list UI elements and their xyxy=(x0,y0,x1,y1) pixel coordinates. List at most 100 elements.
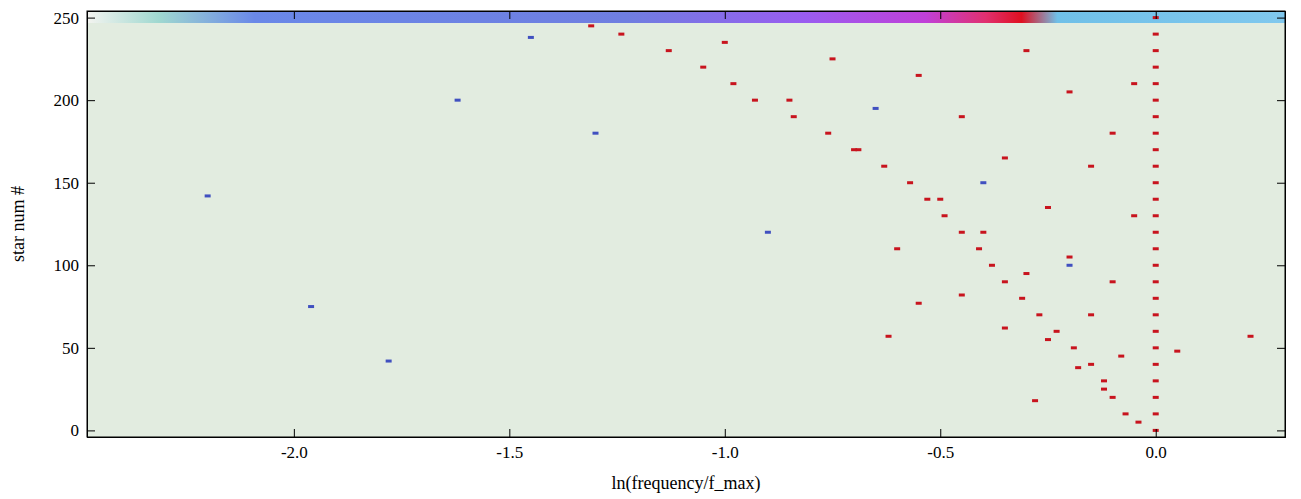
tick-mark xyxy=(1277,348,1285,349)
tick xyxy=(1277,18,1285,19)
point xyxy=(786,99,792,102)
point xyxy=(1153,82,1159,85)
tick-mark xyxy=(1277,183,1285,184)
point xyxy=(1019,297,1025,300)
x-axis: -2.0 -1.5 -1.0 -0.5 0.0 xyxy=(88,429,1286,462)
point xyxy=(1153,396,1159,399)
point xyxy=(916,74,922,77)
point xyxy=(916,302,922,305)
color-strip xyxy=(87,11,1285,23)
tick-mark xyxy=(725,429,726,437)
point xyxy=(1023,272,1029,275)
point xyxy=(588,24,594,27)
point xyxy=(851,148,857,151)
tick-label: 0 xyxy=(71,421,80,440)
point xyxy=(1002,327,1008,330)
point xyxy=(1088,363,1094,366)
tick-mark xyxy=(1277,100,1285,101)
point xyxy=(1045,338,1051,341)
point xyxy=(1088,313,1094,316)
point xyxy=(593,132,599,135)
point xyxy=(700,66,706,69)
point xyxy=(1153,264,1159,267)
series xyxy=(1153,16,1159,432)
point xyxy=(1131,214,1137,217)
point xyxy=(1153,198,1159,201)
point xyxy=(1036,313,1042,316)
point xyxy=(1067,264,1073,267)
point xyxy=(1153,280,1159,283)
point xyxy=(924,198,930,201)
tick: -2.0 xyxy=(281,429,308,462)
tick-mark xyxy=(87,183,95,184)
point xyxy=(1153,214,1159,217)
point xyxy=(1131,82,1137,85)
point xyxy=(1153,313,1159,316)
plot: -2.0-1.5-1.0-0.50.0050100150200250 xyxy=(54,9,1286,463)
point xyxy=(830,57,836,60)
point xyxy=(1153,247,1159,250)
point xyxy=(1153,115,1159,118)
point xyxy=(959,231,965,234)
point xyxy=(959,294,965,297)
point xyxy=(205,194,211,197)
point xyxy=(1153,297,1159,300)
axis-line xyxy=(88,12,96,438)
tick xyxy=(1277,183,1285,184)
point xyxy=(752,99,758,102)
tick: -1.5 xyxy=(496,429,523,462)
series xyxy=(722,41,1254,402)
point xyxy=(873,107,879,110)
tick xyxy=(1277,265,1285,266)
point xyxy=(1153,99,1159,102)
tick: 0.0 xyxy=(1146,429,1167,462)
tick: 200 xyxy=(54,91,96,110)
tick xyxy=(1277,348,1285,349)
point xyxy=(1118,355,1124,358)
tick-mark xyxy=(1277,18,1285,19)
point xyxy=(618,33,624,36)
point xyxy=(989,264,995,267)
point xyxy=(1023,49,1029,52)
tick xyxy=(1277,430,1285,431)
tick-mark xyxy=(1156,11,1157,19)
tick: 100 xyxy=(54,256,96,275)
point xyxy=(722,41,728,44)
point xyxy=(1067,90,1073,93)
tick xyxy=(294,11,295,19)
point xyxy=(1153,181,1159,184)
tick: 50 xyxy=(62,339,95,358)
y-axis-right xyxy=(1277,12,1286,438)
x-axis-title: ln(frequency/f_max) xyxy=(612,473,761,494)
point xyxy=(386,360,392,363)
tick-label: -2.0 xyxy=(281,443,308,462)
point xyxy=(1153,363,1159,366)
axis-line xyxy=(88,429,1286,438)
point xyxy=(1153,33,1159,36)
point xyxy=(1248,335,1254,338)
tick-mark xyxy=(940,11,941,19)
tick-label: 50 xyxy=(62,339,79,358)
tick: -0.5 xyxy=(927,429,954,462)
point xyxy=(1101,388,1107,391)
point xyxy=(1088,165,1094,168)
tick-mark xyxy=(87,18,95,19)
point xyxy=(1153,132,1159,135)
x-axis-top xyxy=(88,11,1286,19)
point xyxy=(980,231,986,234)
y-axis-title: star num # xyxy=(8,186,28,262)
point xyxy=(1153,66,1159,69)
tick xyxy=(1156,11,1157,19)
point xyxy=(1174,350,1180,353)
point xyxy=(1075,366,1081,369)
point xyxy=(886,335,892,338)
tick-mark xyxy=(1156,429,1157,437)
chart: -2.0-1.5-1.0-0.50.0050100150200250ln(fre… xyxy=(0,0,1301,499)
tick xyxy=(509,11,510,19)
tick-mark xyxy=(1277,265,1285,266)
point xyxy=(1101,379,1107,382)
tick-mark xyxy=(294,11,295,19)
point xyxy=(1123,412,1129,415)
tick-mark xyxy=(294,429,295,437)
tick-label: -1.0 xyxy=(712,443,739,462)
